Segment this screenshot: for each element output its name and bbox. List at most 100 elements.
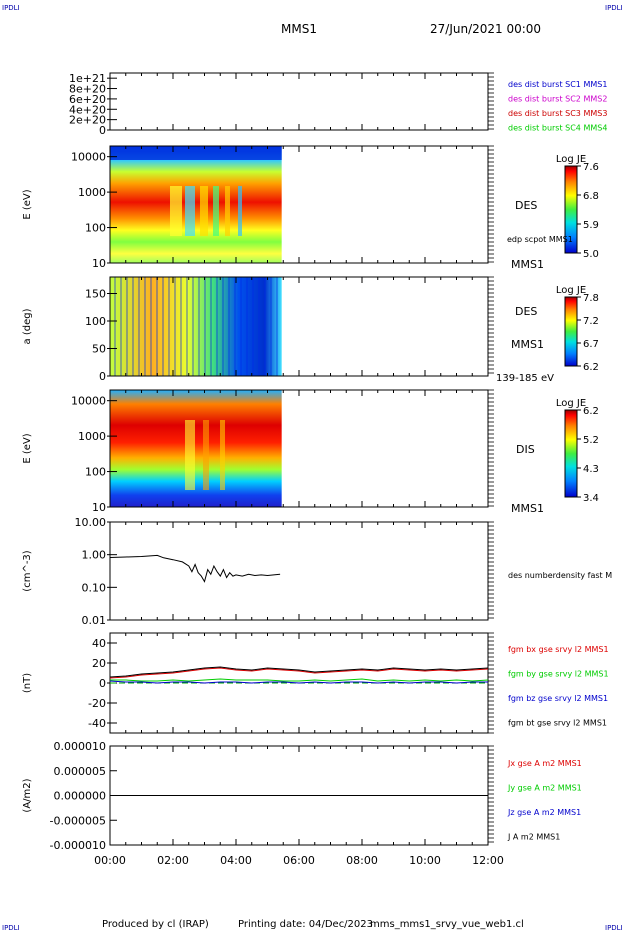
x-tick-label: 10:00 [409,854,441,867]
colorbar-title: Log JE [556,285,586,296]
legend-entry: Jy gse A m2 MMS1 [507,784,582,793]
colorbar-title: Log JE [556,154,586,165]
instrument-label-des: DES [515,305,537,318]
footer-produced-by: Produced by cl (IRAP) [102,919,209,930]
y-tick-label: 0 [99,370,106,383]
panel-frame-0 [109,72,489,131]
spectrogram-band-0 [170,186,182,236]
y-tick-label: 0.10 [82,581,107,594]
dis-energy-spectrogram [110,390,282,507]
colorbar-tick-label: 5.0 [583,249,599,260]
y-tick-label: 10 [92,257,106,270]
spectrogram-band-2 [200,186,208,236]
legend-entry: des dist burst SC3 MMS3 [508,109,607,118]
y-tick-label: 1e+21 [69,72,106,85]
footer-file-name: mms_mms1_srvy_vue_web1.cl [370,919,524,930]
dis-band-2 [220,420,225,490]
y-tick-label: -40 [88,717,106,730]
y-tick-label: 4e+20 [69,103,106,116]
x-tick-label: 08:00 [346,854,378,867]
spectrogram-band-5 [238,186,242,236]
spectrogram-band-4 [225,186,230,236]
legend-entry: Jx gse A m2 MMS1 [507,759,582,768]
y-tick-label: 10.00 [75,516,107,529]
y-axis-label: E (eV) [22,189,33,219]
mission-title: MMS1 [281,22,317,36]
y-tick-label: 1000 [78,186,106,199]
x-tick-label: 06:00 [283,854,315,867]
colorbar-tick-label: 7.2 [583,316,599,327]
colorbar-tick-label: 5.9 [583,220,599,231]
instrument-label-des: DES [515,199,537,212]
y-tick-label: 50 [92,343,106,356]
colorbar-tick-label: 5.2 [583,435,599,446]
spectrogram-band-3 [213,186,219,236]
y-tick-label: 10 [92,501,106,514]
legend-entry: fgm by gse srvy l2 MMS1 [508,670,609,679]
y-tick-label: 10000 [71,395,106,408]
colorbar-tick-label: 6.2 [583,362,599,373]
series-line-1 [110,678,489,682]
y-tick-label: 100 [85,222,106,235]
dis-band-1 [203,420,209,490]
y-tick-label: 0.000000 [54,790,107,803]
legend-entry: des dist burst SC1 MMS1 [508,80,607,89]
dis-band-0 [185,420,195,490]
spacecraft-label: MMS1 [511,338,544,351]
legend-entry: fgm bz gse srvy l2 MMS1 [508,694,608,703]
y-tick-label: 40 [92,637,106,650]
spectrogram-band-1 [185,186,195,236]
legend-entry: fgm bx gse srvy l2 MMS1 [508,645,609,654]
y-tick-label: 0.01 [82,614,107,627]
colorbar-1 [564,165,578,254]
corner-label-top-left: IPDLI [2,4,20,12]
spacecraft-label: MMS1 [511,258,544,271]
density-line [109,554,281,583]
spacecraft-label: MMS1 [511,502,544,515]
spectrogram-top-band [110,146,282,160]
colorbar-tick-label: 7.6 [583,162,599,173]
y-tick-label: 100 [85,466,106,479]
x-tick-label: 04:00 [220,854,252,867]
colorbar-tick-label: 6.7 [583,339,599,350]
date-title: 27/Jun/2021 00:00 [430,22,542,36]
y-tick-label: 0.000010 [54,740,107,753]
y-axis-label: E (eV) [22,433,33,463]
series-line-3 [109,666,489,678]
colorbar-3 [564,409,578,498]
des-energy-spectrogram [110,146,282,263]
footer-printing-date: Printing date: 04/Dec/2023 [238,919,374,930]
edp-scpot-label: edp scpot MMS1 [507,235,573,244]
pitch-stripes [110,277,282,376]
y-tick-label: 0 [99,677,106,690]
legend-entry: des dist burst SC2 MMS2 [508,95,607,104]
y-tick-label: -0.000010 [50,839,106,852]
instrument-label-dis: DIS [516,443,535,456]
y-tick-label: 150 [85,288,106,301]
x-tick-label: 00:00 [94,854,126,867]
colorbar-title: Log JE [556,398,586,409]
y-tick-label: 1.00 [82,549,107,562]
y-axis-label: (nT) [22,673,33,693]
y-tick-label: 0 [99,124,106,137]
energy-range-label: 139-185 eV [496,373,554,384]
y-tick-label: 10000 [71,151,106,164]
y-tick-label: 6e+20 [69,93,106,106]
legend-entry: des numberdensity fast M [508,571,612,580]
colorbar-tick-label: 6.2 [583,406,599,417]
y-tick-label: 8e+20 [69,83,106,96]
series-line-0 [109,667,489,679]
y-axis-label: a (deg) [22,308,33,344]
legend-entry: des dist burst SC4 MMS4 [508,124,607,133]
y-tick-label: 1000 [78,430,106,443]
y-tick-label: 0.000005 [54,765,107,778]
corner-label-bottom-left: IPDLI [2,924,20,932]
y-tick-label: 20 [92,657,106,670]
series-line-2 [109,680,488,684]
y-tick-label: -20 [88,697,106,710]
y-tick-label: 2e+20 [69,114,106,127]
colorbar-2 [564,296,578,367]
legend-entry: Jz gse A m2 MMS1 [507,808,581,817]
colorbar-tick-label: 7.8 [583,293,599,304]
